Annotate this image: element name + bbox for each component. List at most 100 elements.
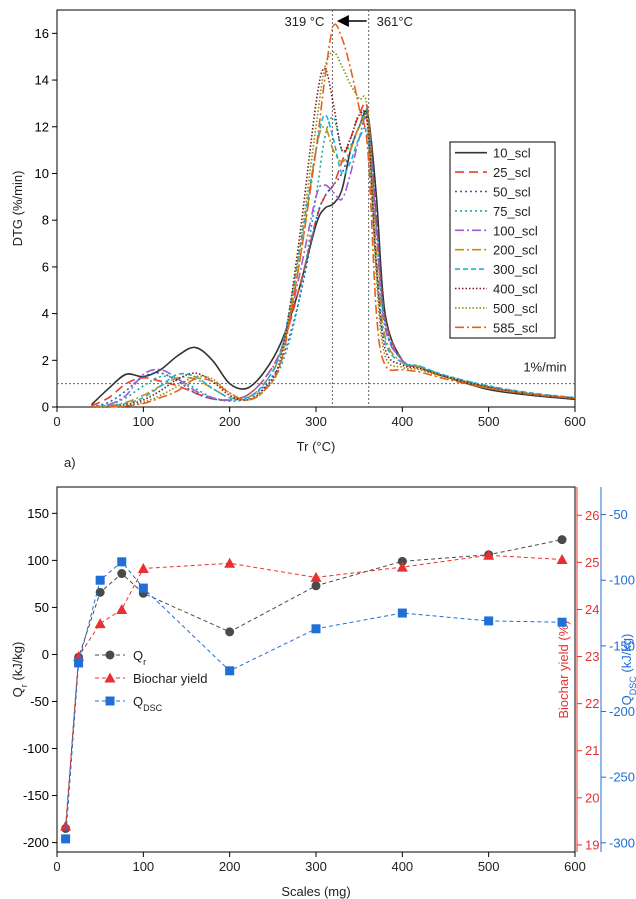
- y3-tick-label: -250: [609, 770, 635, 785]
- legend-label: 75_scl: [493, 204, 531, 219]
- point: [117, 557, 127, 567]
- legend-label: Qr: [133, 648, 146, 667]
- y-tick-label: -200: [23, 835, 49, 850]
- y-tick-label: 14: [35, 73, 49, 88]
- y-tick-label: -100: [23, 741, 49, 756]
- y-tick-label: 150: [27, 506, 49, 521]
- point: [557, 617, 567, 627]
- legend-label: Biochar yield: [133, 671, 207, 686]
- series-line: [91, 114, 576, 408]
- legend-label: 25_scl: [493, 165, 531, 180]
- peak-label: 361°C: [377, 14, 413, 29]
- legend-label: 400_scl: [493, 282, 538, 297]
- y-tick-label: -50: [30, 694, 49, 709]
- point: [224, 557, 236, 568]
- x-tick-label: 0: [53, 414, 60, 429]
- y2-tick-label: 25: [585, 555, 599, 570]
- legend-label-main: Q: [133, 648, 143, 663]
- y-tick-label: 4: [42, 306, 49, 321]
- y-axis-title-main: Q: [10, 687, 25, 697]
- x-tick-label: 400: [391, 414, 413, 429]
- panel-label: a): [64, 455, 76, 470]
- series-line: [91, 112, 576, 408]
- x-tick-label: 300: [305, 859, 327, 874]
- legend-label: 100_scl: [493, 223, 538, 238]
- legend-box: [449, 141, 556, 339]
- y-axis-title-unit: (kJ/kg): [10, 642, 25, 685]
- point: [105, 696, 115, 706]
- x-tick-label: 100: [132, 414, 154, 429]
- point: [397, 556, 407, 566]
- y3-axis-title-unit: (kJ/kg): [619, 634, 634, 677]
- y3-tick-label: -50: [609, 507, 628, 522]
- point: [396, 561, 408, 572]
- y2-tick-label: 23: [585, 649, 599, 664]
- point: [61, 834, 71, 844]
- y-tick-label: 8: [42, 213, 49, 228]
- legend-label-main: Biochar yield: [133, 671, 207, 686]
- point: [138, 583, 148, 593]
- legend-label: 585_scl: [493, 320, 538, 335]
- point: [104, 672, 116, 683]
- point: [95, 587, 105, 597]
- legend-label: 200_scl: [493, 243, 538, 258]
- point: [60, 820, 72, 831]
- point: [556, 554, 568, 565]
- y-tick-label: -150: [23, 788, 49, 803]
- y-axis-title-sub: r: [19, 684, 29, 687]
- y-tick-label: 100: [27, 553, 49, 568]
- point: [116, 603, 128, 614]
- legend-label-sub: r: [143, 657, 146, 667]
- x-axis-title: Tr (°C): [297, 439, 336, 454]
- x-tick-label: 500: [478, 414, 500, 429]
- y2-tick-label: 21: [585, 743, 599, 758]
- y-tick-label: 12: [35, 119, 49, 134]
- point: [117, 569, 127, 579]
- y2-tick-label: 20: [585, 790, 599, 805]
- y3-tick-label: -200: [609, 704, 635, 719]
- x-tick-label: 200: [219, 414, 241, 429]
- y2-axis-title: Biochar yield (%): [556, 620, 571, 718]
- x-axis-title: Scales (mg): [281, 884, 350, 899]
- x-tick-label: 200: [219, 859, 241, 874]
- x-tick-label: 600: [564, 859, 586, 874]
- series-line: [91, 23, 576, 408]
- point: [94, 618, 106, 629]
- x-tick-label: 300: [305, 414, 327, 429]
- x-tick-label: 500: [478, 859, 500, 874]
- y-tick-label: 2: [42, 353, 49, 368]
- point: [311, 624, 321, 634]
- legend-label: 300_scl: [493, 262, 538, 277]
- series-line: [65, 561, 563, 839]
- series-line: [91, 67, 576, 408]
- threshold-label: 1%/min: [523, 360, 566, 375]
- point: [310, 571, 322, 582]
- point: [397, 608, 407, 618]
- legend-label-main: Q: [133, 694, 143, 709]
- y2-tick-label: 24: [585, 602, 599, 617]
- series-line: [65, 554, 563, 827]
- point: [74, 658, 84, 668]
- y2-tick-label: 26: [585, 508, 599, 523]
- point: [311, 581, 321, 591]
- y3-axis-title-main: Q: [619, 695, 634, 705]
- plot-frame: [56, 486, 576, 853]
- y3-axis-title-sub: DSC: [628, 676, 636, 696]
- y3-tick-label: -150: [609, 638, 635, 653]
- y-tick-label: 6: [42, 259, 49, 274]
- legend-label: 10_scl: [493, 146, 531, 161]
- point: [557, 535, 567, 545]
- legend-label-sub: DSC: [143, 703, 163, 713]
- point: [137, 562, 149, 573]
- peak-label: 319 °C: [285, 14, 325, 29]
- legend-label: 50_scl: [493, 185, 531, 200]
- y3-tick-label: -300: [609, 835, 635, 850]
- legend-label: QDSC: [133, 694, 163, 713]
- x-tick-label: 0: [53, 859, 60, 874]
- point: [483, 549, 495, 560]
- point: [105, 650, 115, 660]
- point: [225, 666, 235, 676]
- y-tick-label: 0: [42, 400, 49, 415]
- x-tick-label: 100: [132, 859, 154, 874]
- y3-tick-label: -100: [609, 573, 635, 588]
